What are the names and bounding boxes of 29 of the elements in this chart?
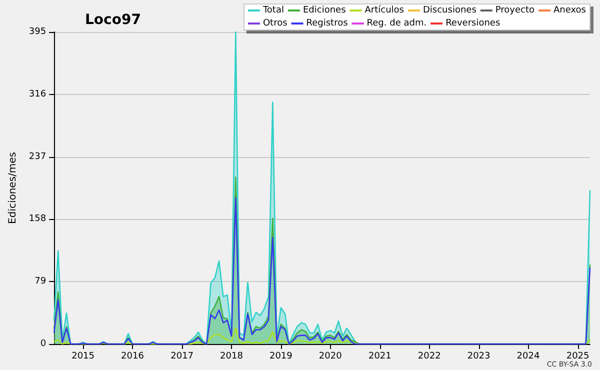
legend-label: Reversiones xyxy=(446,18,500,28)
x-tick-label: 2021 xyxy=(368,352,392,362)
y-tick-label: 237 xyxy=(28,152,46,162)
legend-label: Total xyxy=(262,6,284,16)
x-tick-label: 2024 xyxy=(516,352,540,362)
x-tick-label: 2025 xyxy=(566,352,590,362)
x-tick-label: 2022 xyxy=(418,352,441,362)
chart-title: Loco97 xyxy=(85,12,141,28)
legend-label: Registros xyxy=(306,18,348,28)
legend-label: Proyecto xyxy=(495,6,536,16)
y-tick-label: 79 xyxy=(34,276,46,287)
y-tick-label: 316 xyxy=(28,89,46,100)
x-tick-label: 2018 xyxy=(220,352,244,362)
y-axis-title: Ediciones/mes xyxy=(8,152,18,224)
legend-label: Discusiones xyxy=(422,6,477,16)
x-tick-label: 2023 xyxy=(467,352,490,362)
legend-label: Otros xyxy=(262,18,288,28)
x-tick-label: 2017 xyxy=(170,352,194,362)
y-tick-label: 0 xyxy=(40,339,46,349)
x-tick-label: 2020 xyxy=(318,352,342,362)
legend-label: Anexos xyxy=(554,6,586,16)
x-tick-label: 2015 xyxy=(72,352,95,362)
y-tick-label: 158 xyxy=(28,214,46,224)
legend-label: Ediciones xyxy=(302,6,346,16)
x-tick-label: 2019 xyxy=(269,352,293,362)
y-tick-label: 395 xyxy=(28,27,46,37)
legend-label: Artículos xyxy=(364,4,404,16)
legend-label: Reg. de adm. xyxy=(366,18,427,28)
x-tick-label: 2016 xyxy=(121,352,144,362)
